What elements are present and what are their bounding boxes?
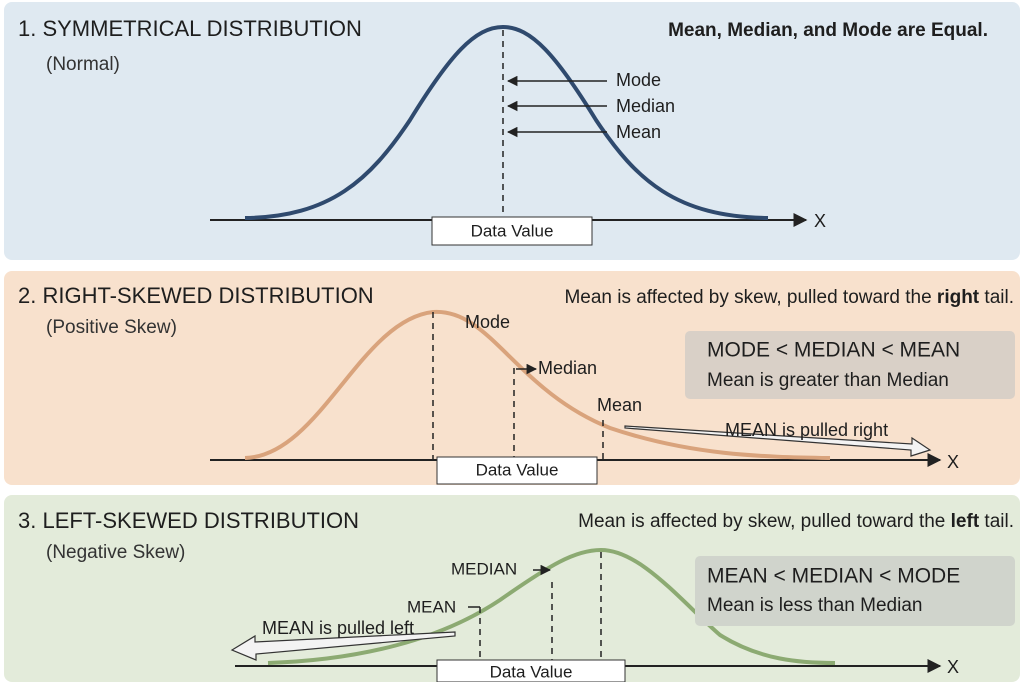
panel-subtitle: (Positive Skew): [46, 317, 177, 338]
curve: [244, 309, 831, 460]
summary-box: [695, 556, 1015, 626]
panel-bg: [4, 495, 1020, 682]
axis-label: Data Value: [476, 460, 559, 479]
axis-label: Data Value: [490, 662, 573, 681]
panel-title: 1. SYMMETRICAL DISTRIBUTION: [18, 16, 362, 41]
pull-label: MEAN is pulled left: [262, 618, 414, 638]
axis-label-box: [436, 456, 598, 485]
panel-left-skew: 3. LEFT-SKEWED DISTRIBUTION (Negative Sk…: [4, 495, 1020, 682]
summary-description: Mean is greater than Median: [707, 370, 949, 391]
axis-label-box: [431, 216, 593, 246]
panel-note: Mean is affected by skew, pulled toward …: [578, 511, 1014, 532]
pull-arrow: [624, 425, 932, 457]
marker-label: Median: [616, 96, 675, 116]
panel-title: 3. LEFT-SKEWED DISTRIBUTION: [18, 508, 359, 533]
curve: [244, 24, 769, 220]
axis-label: Data Value: [471, 221, 554, 240]
axis-end: X: [947, 657, 959, 677]
curve: [267, 547, 836, 665]
panel-symmetric: 1. SYMMETRICAL DISTRIBUTION (Normal) Mea…: [4, 2, 1020, 260]
note-text: tail.: [979, 511, 1014, 532]
note-text: Mean is affected by skew, pulled toward …: [564, 287, 936, 308]
marker-label: Median: [538, 358, 597, 378]
marker-label: Mean: [597, 395, 642, 415]
note-text: Mean is affected by skew, pulled toward …: [578, 511, 950, 532]
panel-title: 2. RIGHT-SKEWED DISTRIBUTION: [18, 283, 374, 308]
summary-box: [685, 331, 1015, 399]
panel-subtitle: (Negative Skew): [46, 542, 185, 563]
pull-label: MEAN is pulled right: [725, 420, 888, 440]
marker-label: Mean: [616, 122, 661, 142]
marker-label: MEAN: [407, 597, 456, 616]
marker-label: MEDIAN: [451, 559, 517, 578]
panel-subtitle: (Normal): [46, 54, 120, 75]
note-text: tail.: [979, 287, 1014, 308]
marker-label: Mode: [465, 312, 510, 332]
pull-arrow: [230, 631, 456, 661]
panel-note: Mean is affected by skew, pulled toward …: [564, 287, 1014, 308]
marker-label: Mode: [616, 70, 661, 90]
summary-relation: MODE < MEDIAN < MEAN: [707, 339, 960, 362]
panel-bg: [4, 271, 1020, 485]
note-emphasis: right: [937, 287, 980, 308]
axis-end: X: [947, 452, 959, 472]
panel-note: Mean, Median, and Mode are Equal.: [668, 20, 988, 41]
summary-description: Mean is less than Median: [707, 595, 922, 616]
axis-label-box: [436, 659, 626, 682]
note-emphasis: left: [951, 511, 980, 532]
axis-end: X: [814, 211, 826, 231]
summary-relation: MEAN < MEDIAN < MODE: [707, 565, 960, 588]
panel-right-skew: 2. RIGHT-SKEWED DISTRIBUTION (Positive S…: [4, 271, 1020, 485]
